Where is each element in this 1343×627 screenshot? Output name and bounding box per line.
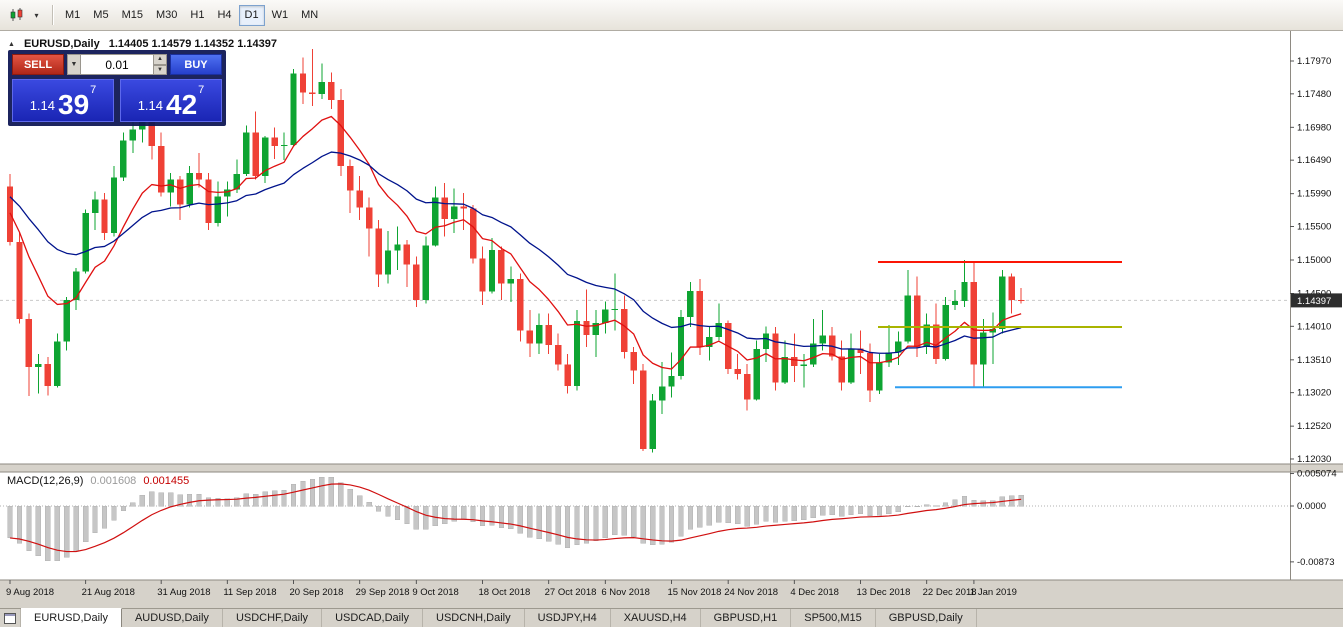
price-scale-label: 1.15000: [1297, 255, 1331, 266]
macd-signal-line: [9, 483, 1022, 553]
macd-indicator-caption: MACD(12,26,9) 0.001608 0.001455: [7, 475, 189, 487]
date-label: 1 Jan 2019: [970, 587, 1017, 598]
date-label: 9 Oct 2018: [412, 587, 458, 598]
bid-price-big: 39: [58, 89, 90, 121]
macd-scale-label: 0.005074: [1297, 469, 1337, 480]
lot-spin-up-icon[interactable]: ▲: [153, 54, 167, 65]
macd-main-value: 0.001608: [90, 475, 137, 487]
ask-price-box[interactable]: 1.14 42 7: [120, 79, 222, 122]
main-plot-layer: [0, 48, 1290, 453]
price-scale-label: 1.12030: [1297, 454, 1331, 465]
window-list-icon[interactable]: [0, 609, 21, 627]
macd-label: MACD(12,26,9): [7, 475, 84, 487]
bid-price-box[interactable]: 1.14 39 7: [12, 79, 114, 122]
price-scale-label: 1.16980: [1297, 122, 1331, 133]
date-label: 9 Aug 2018: [6, 587, 54, 598]
date-label: 22 Dec 2018: [923, 587, 977, 598]
timeframe-d1[interactable]: D1: [238, 4, 265, 26]
buy-button[interactable]: BUY: [170, 54, 222, 75]
date-label: 18 Oct 2018: [479, 587, 531, 598]
ask-price-base: 1.14: [137, 98, 164, 113]
chart-region[interactable]: 1.17970 1.17480 1.16980 1.16490 1.15990 1.155…: [0, 31, 1343, 608]
chart-type-dropdown[interactable]: ▾: [30, 4, 43, 26]
timeframe-m1[interactable]: M1: [59, 5, 86, 26]
current-price-badge: [1291, 293, 1342, 308]
tab-eurusd-daily[interactable]: EURUSD,Daily: [21, 608, 122, 627]
macd-signal-value: 0.001455: [143, 475, 190, 487]
macd-layer: [0, 477, 1290, 562]
lot-size-input[interactable]: [81, 54, 153, 75]
timeframe-w1[interactable]: W1: [266, 5, 295, 26]
chart-symbol-label: EURUSD,Daily: [23, 38, 100, 50]
date-label: 20 Sep 2018: [290, 587, 344, 598]
candlestick-glyph: [10, 8, 23, 21]
macd-scale-label: -0.00873: [1297, 557, 1335, 568]
date-label: 24 Nov 2018: [724, 587, 778, 598]
moving-average-line: [9, 115, 1022, 370]
candlestick-chart-icon[interactable]: [6, 4, 30, 26]
chart-title: ▲ EURUSD,Daily 1.14405 1.14579 1.14352 1…: [8, 38, 277, 50]
toolbar-separator: [52, 5, 54, 25]
tab-usdjpy-h4[interactable]: USDJPY,H4: [525, 609, 611, 627]
moving-average-line: [9, 151, 1022, 354]
timeframe-mn[interactable]: MN: [295, 5, 324, 26]
tab-sp500-m15[interactable]: SP500,M15: [791, 609, 876, 627]
time-scale[interactable]: 9 Aug 2018 21 Aug 2018 31 Aug 2018 11 Sep 2…: [6, 580, 1017, 598]
sell-button[interactable]: SELL: [12, 54, 64, 75]
price-scale-label: 1.17480: [1297, 89, 1331, 100]
price-scale-label: 1.15990: [1297, 189, 1331, 200]
bid-price-sup: 7: [90, 84, 97, 96]
tab-gbpusd-h1[interactable]: GBPUSD,H1: [701, 609, 792, 627]
date-label: 15 Nov 2018: [668, 587, 722, 598]
lot-size-combo: ▼ ▲ ▼: [67, 54, 167, 75]
lot-dropdown-icon[interactable]: ▼: [67, 54, 81, 75]
ask-price-big: 42: [166, 89, 198, 121]
date-label: 6 Nov 2018: [601, 587, 650, 598]
ask-price-sup: 7: [198, 84, 205, 96]
price-scale[interactable]: 1.17970 1.17480 1.16980 1.16490 1.15990 1.155…: [1290, 56, 1342, 568]
date-label: 27 Oct 2018: [545, 587, 597, 598]
price-scale-label: 1.13020: [1297, 388, 1331, 399]
chart-ohlc-values: 1.14405 1.14579 1.14352 1.14397: [108, 38, 277, 50]
symbol-marker-icon: ▲: [8, 41, 15, 48]
date-label: 4 Dec 2018: [790, 587, 839, 598]
tab-xauusd-h4[interactable]: XAUUSD,H4: [611, 609, 701, 627]
price-scale-label: 1.17970: [1297, 56, 1331, 67]
chart-type-combo: ▾: [6, 4, 43, 26]
chart-canvas[interactable]: 1.17970 1.17480 1.16980 1.16490 1.15990 1.155…: [0, 31, 1343, 608]
timeframe-h1[interactable]: H1: [184, 5, 210, 26]
timeframe-m15[interactable]: M15: [116, 5, 149, 26]
timeframe-toolbar: ▾ M1 M5 M15 M30 H1 H4 D1 W1 MN: [0, 0, 1343, 31]
tab-usdcnh-daily[interactable]: USDCNH,Daily: [423, 609, 525, 627]
date-label: 29 Sep 2018: [356, 587, 410, 598]
tab-usdchf-daily[interactable]: USDCHF,Daily: [223, 609, 323, 627]
price-scale-label: 1.16490: [1297, 155, 1331, 166]
price-scale-label: 1.12520: [1297, 421, 1331, 432]
date-label: 31 Aug 2018: [157, 587, 210, 598]
one-click-trading-panel: SELL ▼ ▲ ▼ BUY 1.14 39 7 1.14 42 7: [8, 50, 226, 126]
price-scale-label: 1.14010: [1297, 321, 1331, 332]
timeframe-m5[interactable]: M5: [87, 5, 114, 26]
lot-spin-down-icon[interactable]: ▼: [153, 64, 167, 75]
current-price-text: 1.14397: [1297, 296, 1331, 307]
chart-tab-bar: EURUSD,Daily AUDUSD,Daily USDCHF,Daily U…: [0, 608, 1343, 627]
tab-usdcad-daily[interactable]: USDCAD,Daily: [322, 609, 424, 627]
timeframe-m30[interactable]: M30: [150, 5, 183, 26]
date-label: 21 Aug 2018: [82, 587, 135, 598]
tab-audusd-daily[interactable]: AUDUSD,Daily: [122, 609, 223, 627]
timeframe-h4[interactable]: H4: [211, 5, 237, 26]
tab-gbpusd-daily[interactable]: GBPUSD,Daily: [876, 609, 977, 627]
price-scale-label: 1.13510: [1297, 355, 1331, 366]
date-label: 13 Dec 2018: [857, 587, 911, 598]
bid-price-base: 1.14: [29, 98, 56, 113]
macd-scale-label: 0.0000: [1297, 501, 1326, 512]
price-scale-label: 1.15500: [1297, 221, 1331, 232]
date-label: 11 Sep 2018: [223, 587, 276, 598]
